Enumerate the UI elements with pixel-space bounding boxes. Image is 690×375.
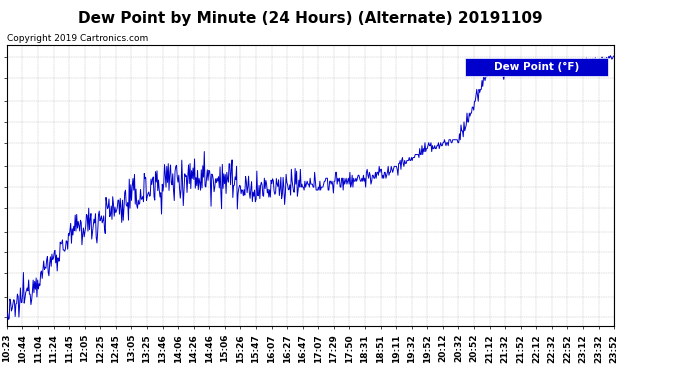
Text: Dew Point by Minute (24 Hours) (Alternate) 20191109: Dew Point by Minute (24 Hours) (Alternat… xyxy=(78,11,543,26)
Text: Dew Point (°F): Dew Point (°F) xyxy=(494,62,580,72)
FancyBboxPatch shape xyxy=(465,58,608,76)
Text: Copyright 2019 Cartronics.com: Copyright 2019 Cartronics.com xyxy=(7,34,148,43)
